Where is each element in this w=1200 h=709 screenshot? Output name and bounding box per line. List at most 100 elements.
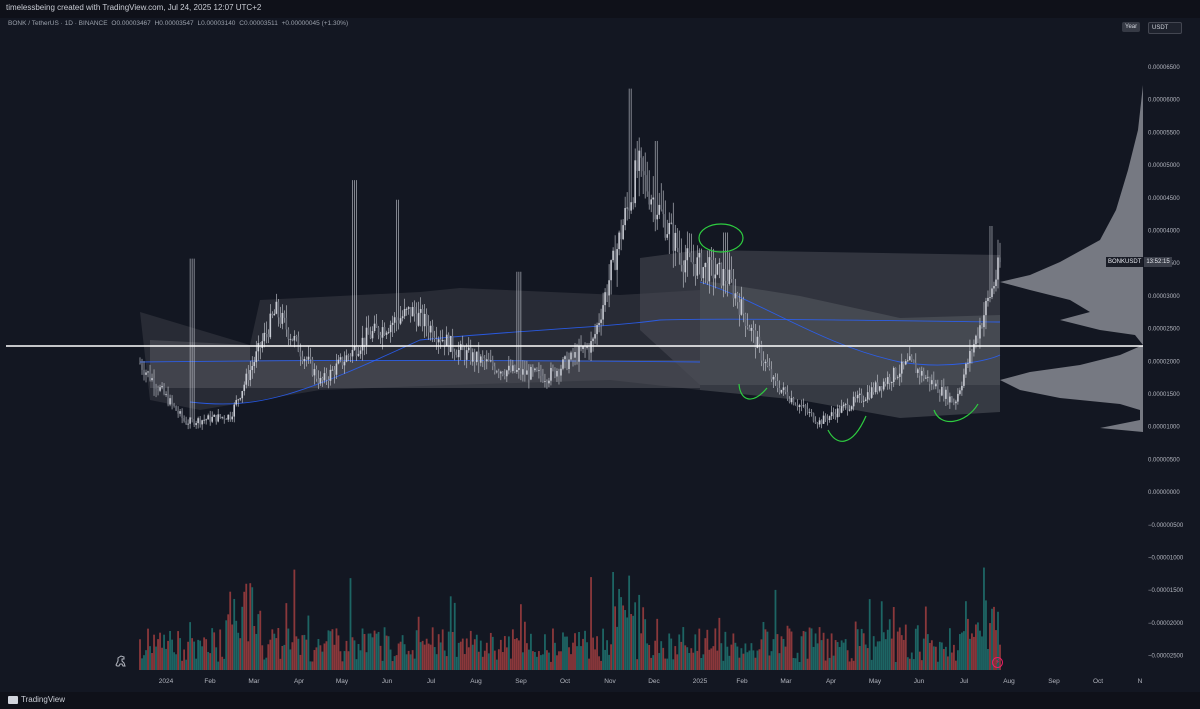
- volume-bar: [977, 622, 979, 670]
- candle-body: [955, 401, 957, 404]
- candle-body: [293, 336, 296, 341]
- volume-bar: [582, 638, 584, 670]
- volume-bar: [469, 630, 472, 670]
- candle-body: [959, 390, 961, 394]
- volume-bar: [173, 652, 175, 670]
- candle-body: [722, 269, 725, 286]
- volume-bar: [614, 606, 617, 670]
- symbol-name[interactable]: BONK / TetherUS · 1D · BINANCE: [8, 20, 108, 27]
- price-tick-label: −0.00000500: [1148, 523, 1184, 529]
- scale-button[interactable]: Year: [1122, 22, 1141, 32]
- volume-bar: [237, 632, 240, 670]
- candle-body: [778, 387, 781, 393]
- time-axis[interactable]: 2024 Feb Mar Apr May Jun Jul Aug Sep Oct Nov Dec 202…: [159, 678, 1143, 685]
- candle-body: [993, 286, 995, 289]
- candle-body: [317, 378, 320, 384]
- candle-body: [500, 371, 502, 374]
- volume-bar: [846, 650, 849, 670]
- time-tick-label: May: [869, 678, 882, 685]
- candle-body: [975, 335, 977, 345]
- candle-body: [381, 327, 384, 338]
- volume-bar: [626, 617, 629, 670]
- candle-body: [566, 356, 568, 370]
- candle-body: [371, 331, 374, 339]
- volume-bar: [558, 651, 560, 670]
- candle-body: [502, 371, 504, 375]
- volume-bar: [906, 657, 909, 670]
- time-tick-label: Apr: [826, 678, 837, 685]
- candle-body: [917, 369, 919, 373]
- volume-bar: [351, 637, 354, 670]
- candle-body: [724, 269, 727, 281]
- candle-body: [894, 367, 897, 378]
- volume-bar: [764, 629, 767, 670]
- volume-bar: [409, 654, 412, 670]
- candle-body: [945, 389, 947, 399]
- volume-bar: [279, 658, 282, 670]
- volume-bar: [848, 661, 851, 670]
- price-axis[interactable]: 0.00006500 0.00006000 0.00005500 0.00005000…: [1148, 65, 1184, 660]
- candle-body: [169, 398, 171, 405]
- candle-body: [772, 376, 775, 380]
- candle-body: [139, 363, 141, 365]
- volume-bar: [860, 628, 863, 670]
- candle-body: [939, 392, 941, 396]
- volume-bar: [556, 655, 558, 670]
- tradingview-logo[interactable]: TradingView: [8, 695, 65, 704]
- candle-body: [435, 339, 438, 343]
- volume-bar: [866, 648, 869, 670]
- candle-body: [496, 371, 498, 373]
- volume-bar: [578, 631, 580, 670]
- target-icon[interactable]: ⚡: [992, 657, 1003, 668]
- volume-bar: [205, 639, 208, 670]
- volume-bar: [417, 616, 420, 670]
- volume-bar: [269, 639, 272, 670]
- volume-bar: [858, 646, 861, 670]
- volume-bar: [983, 567, 985, 670]
- time-tick-label: 2024: [159, 678, 174, 685]
- hand-drawn-annotations[interactable]: [698, 223, 979, 442]
- volume-bar: [247, 641, 250, 670]
- candle-body: [728, 269, 731, 285]
- candle-body: [796, 405, 799, 407]
- currency-selector[interactable]: USDT: [1148, 22, 1182, 34]
- dinosaur-icon[interactable]: [113, 652, 129, 668]
- candle-body: [161, 386, 163, 388]
- time-tick-label: Sep: [1048, 678, 1060, 685]
- candle-body: [255, 351, 258, 363]
- candle-body: [221, 416, 223, 418]
- volume-bar: [251, 587, 254, 670]
- candle-body: [249, 370, 252, 381]
- volume-bar: [415, 630, 418, 670]
- volume-bar: [636, 659, 639, 670]
- candle-body: [584, 346, 586, 348]
- volume-bar: [894, 661, 897, 670]
- volume-bar: [965, 601, 967, 670]
- time-tick-label: Mar: [248, 678, 260, 685]
- volume-bar: [343, 651, 346, 670]
- volume-bar: [850, 658, 853, 670]
- volume-bar: [379, 645, 382, 670]
- volume-bar: [519, 604, 522, 670]
- candle-body: [957, 393, 959, 402]
- volume-profile: [1000, 85, 1143, 432]
- candle-body: [492, 360, 494, 367]
- volume-bar: [411, 650, 414, 670]
- candle-body: [770, 369, 773, 380]
- volume-bar: [834, 640, 837, 670]
- volume-bar: [574, 633, 576, 670]
- candle-body: [339, 357, 342, 360]
- volume-bar: [285, 603, 288, 670]
- candle-body: [933, 380, 935, 387]
- candle-body: [963, 374, 965, 386]
- candle-body: [666, 234, 669, 238]
- volume-bar: [660, 641, 663, 670]
- candle-body: [981, 325, 983, 328]
- candle-body: [874, 382, 877, 393]
- volume-bar: [896, 631, 899, 670]
- volume-bar: [634, 602, 637, 670]
- candle-body: [654, 197, 656, 220]
- volume-bar: [734, 642, 737, 670]
- candle-body: [632, 202, 634, 204]
